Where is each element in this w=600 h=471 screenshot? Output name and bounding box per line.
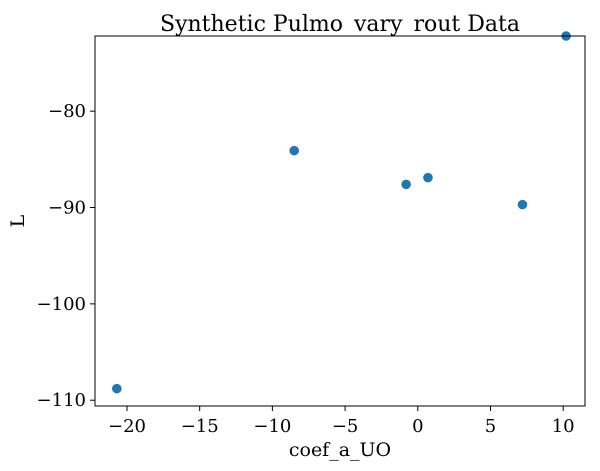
x-tick-label: −15: [181, 416, 219, 437]
y-tick-label: −80: [48, 101, 86, 122]
x-axis-label: coef_a_UO: [289, 439, 391, 461]
x-axis: −20 −15 −10 −5 0 5 10: [108, 406, 575, 437]
data-point-2: [289, 145, 299, 156]
data-point-4: [423, 172, 433, 183]
plot-frame: [94, 35, 586, 407]
data-point-5: [517, 199, 528, 210]
y-tick-label: −90: [48, 198, 86, 219]
chart-title: Synthetic Pulmo_vary_rout Data: [160, 12, 520, 37]
y-tick-label: −110: [37, 390, 86, 411]
x-tick-label: −10: [253, 416, 291, 437]
x-tick-label: 5: [485, 416, 496, 437]
x-tick-label: 10: [552, 416, 575, 437]
y-tick-label: −100: [37, 294, 86, 315]
x-tick-label: −5: [332, 416, 359, 437]
y-axis-label: L: [7, 214, 29, 227]
data-point-3: [401, 179, 411, 190]
y-axis: −110 −100 −90 −80: [37, 101, 95, 411]
x-tick-label: 0: [412, 416, 423, 437]
x-tick-label: −20: [108, 416, 146, 437]
data-points: [112, 31, 571, 394]
data-point-1: [112, 383, 122, 394]
